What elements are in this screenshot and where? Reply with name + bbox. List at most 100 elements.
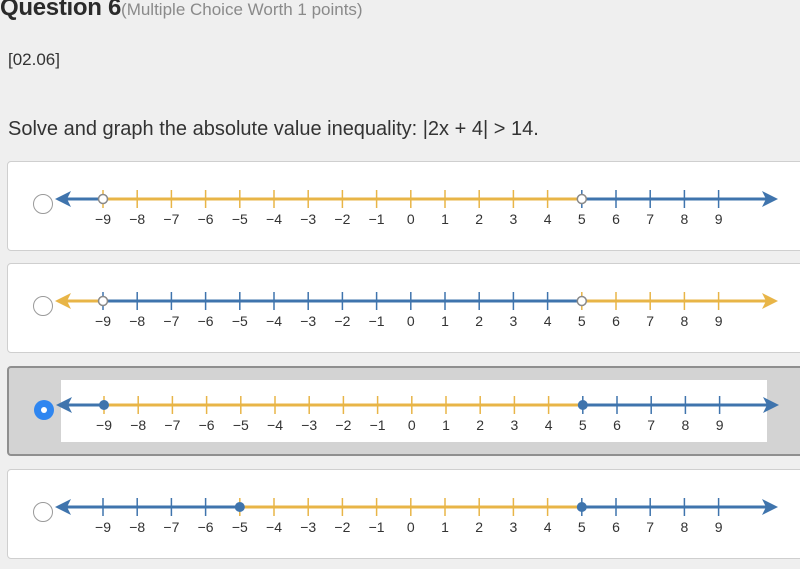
tick-label: 9 xyxy=(716,417,724,433)
tick-label: −7 xyxy=(163,313,179,329)
tick-label: −6 xyxy=(199,417,215,433)
number-line-panel xyxy=(61,380,767,442)
left-arrow-icon xyxy=(55,293,71,309)
right-arrow-icon xyxy=(762,293,778,309)
tick-label: −3 xyxy=(300,211,316,227)
open-endpoint xyxy=(576,295,588,307)
tick-label: −5 xyxy=(232,519,248,535)
tick-label: −9 xyxy=(95,313,111,329)
tick-label: 7 xyxy=(646,313,654,329)
open-endpoint xyxy=(576,193,588,205)
tick-label: 3 xyxy=(510,211,518,227)
tick-label: 6 xyxy=(613,417,621,433)
tick-label: −5 xyxy=(233,417,249,433)
question-title: Question 6 xyxy=(0,0,122,21)
tick-label: −6 xyxy=(198,313,214,329)
tick-label: 3 xyxy=(510,313,518,329)
tick-label: −2 xyxy=(334,313,350,329)
tick-label: 9 xyxy=(715,211,723,227)
number-line: −9 −8 −7 −6 −5 −4 −3 −2 −1 0 1 2 3 4 5 6 7 8 9 xyxy=(56,396,779,433)
tick-label: −5 xyxy=(232,313,248,329)
right-arrow-icon xyxy=(763,397,779,413)
tick-label: 1 xyxy=(441,519,449,535)
tick-label: −3 xyxy=(300,519,316,535)
tick-label: −2 xyxy=(334,211,350,227)
tick-label: −9 xyxy=(95,519,111,535)
left-arrow-icon xyxy=(56,397,72,413)
tick-label: −2 xyxy=(334,519,350,535)
tick-label: −9 xyxy=(95,211,111,227)
closed-endpoint xyxy=(577,400,588,410)
radio-button-option-4[interactable] xyxy=(33,502,53,522)
tick-label: −1 xyxy=(369,313,385,329)
tick-label: 0 xyxy=(407,519,415,535)
tick-label: 7 xyxy=(647,417,655,433)
tick-label: −1 xyxy=(369,519,385,535)
tick-label: 8 xyxy=(681,313,689,329)
tick-label: −8 xyxy=(130,417,146,433)
number-line: −9 −8 −7 −6 −5 −4 −3 −2 −1 0 1 2 3 4 5 6 7 8 9 xyxy=(55,498,778,535)
question-worth: (Multiple Choice Worth 1 points) xyxy=(121,0,363,19)
tick-label: 5 xyxy=(578,519,586,535)
open-endpoint xyxy=(97,295,109,307)
tick-label: −3 xyxy=(300,313,316,329)
tick-label: 0 xyxy=(407,211,415,227)
left-arrow-icon xyxy=(55,191,71,207)
tick-label: −8 xyxy=(129,519,145,535)
question-prompt: Solve and graph the absolute value inequ… xyxy=(8,118,539,140)
answer-option-2[interactable]: −9 −8 −7 −6 −5 −4 −3 −2 −1 0 1 2 3 4 5 6 7 8 9 xyxy=(7,263,800,353)
tick-label: −8 xyxy=(129,313,145,329)
number-line: −9 −8 −7 −6 −5 −4 −3 −2 −1 0 1 2 3 4 5 6 7 8 9 xyxy=(55,292,778,329)
tick-label: −8 xyxy=(129,211,145,227)
tick-label: −7 xyxy=(163,211,179,227)
tick-label: −4 xyxy=(267,417,283,433)
radio-button-option-2[interactable] xyxy=(33,296,53,316)
number-line: −9 −8 −7 −6 −5 −4 −3 −2 −1 0 1 2 3 4 5 6 7 8 9 xyxy=(55,190,778,227)
tick-label: 8 xyxy=(681,519,689,535)
radio-button-option-1[interactable] xyxy=(33,194,53,214)
tick-label: 5 xyxy=(578,211,586,227)
tick-label: 5 xyxy=(579,417,587,433)
open-endpoint xyxy=(97,193,109,205)
closed-endpoint xyxy=(576,502,587,512)
tick-label: 1 xyxy=(441,211,449,227)
tick-label: −4 xyxy=(266,211,282,227)
tick-label: 0 xyxy=(408,417,416,433)
tick-label: 2 xyxy=(475,519,483,535)
tick-label: 0 xyxy=(407,313,415,329)
tick-label: −1 xyxy=(369,211,385,227)
answer-option-1[interactable]: −9 −8 −7 −6 −5 −4 −3 −2 −1 0 1 2 3 4 5 6 7 8 9 xyxy=(7,161,800,251)
tick-label: −2 xyxy=(335,417,351,433)
tick-label: 6 xyxy=(612,211,620,227)
tick-label: −4 xyxy=(266,519,282,535)
tick-label: −7 xyxy=(163,519,179,535)
tick-label: 4 xyxy=(544,313,552,329)
right-arrow-icon xyxy=(762,191,778,207)
tick-label: 3 xyxy=(511,417,519,433)
tick-label: 5 xyxy=(578,313,586,329)
tick-label: 4 xyxy=(544,211,552,227)
left-arrow-icon xyxy=(55,499,71,515)
question-header: Question 6(Multiple Choice Worth 1 point… xyxy=(0,0,363,22)
tick-label: 1 xyxy=(442,417,450,433)
closed-endpoint xyxy=(234,502,245,512)
tick-label: 6 xyxy=(612,313,620,329)
tick-label: 3 xyxy=(510,519,518,535)
tick-label: 9 xyxy=(715,313,723,329)
closed-endpoint xyxy=(99,400,109,410)
question-code: [02.06] xyxy=(8,50,60,69)
tick-label: 9 xyxy=(715,519,723,535)
tick-label: 8 xyxy=(682,417,690,433)
tick-label: 8 xyxy=(681,211,689,227)
tick-label: 7 xyxy=(646,519,654,535)
answer-option-4[interactable]: −9 −8 −7 −6 −5 −4 −3 −2 −1 0 1 2 3 4 5 6 7 8 9 xyxy=(7,469,800,559)
tick-label: 7 xyxy=(646,211,654,227)
answer-option-3[interactable]: −9 −8 −7 −6 −5 −4 −3 −2 −1 0 1 2 3 4 5 6 7 8 9 xyxy=(7,366,800,456)
tick-label: −3 xyxy=(301,417,317,433)
tick-label: 2 xyxy=(475,313,483,329)
tick-label: −4 xyxy=(266,313,282,329)
tick-label: −6 xyxy=(198,519,214,535)
tick-label: −9 xyxy=(96,417,112,433)
radio-button-option-3[interactable] xyxy=(34,400,54,420)
tick-label: −7 xyxy=(164,417,180,433)
